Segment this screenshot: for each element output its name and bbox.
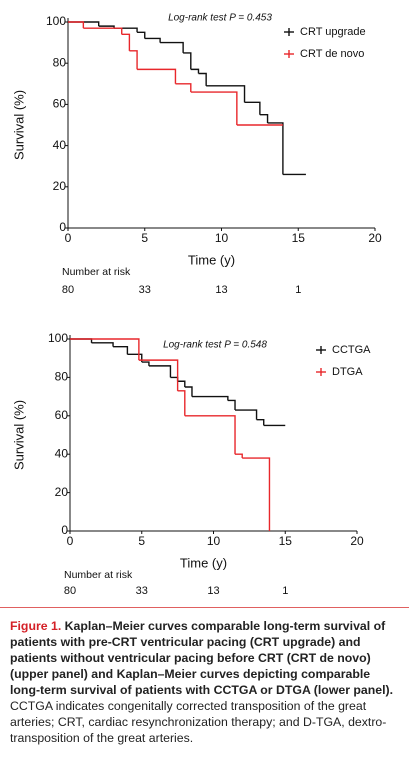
y-axis-label: Survival (%) [11,90,26,160]
y-tick-label: 100 [46,14,66,28]
y-tick-label: 60 [53,97,67,111]
y-tick-label: 60 [55,408,69,422]
risk-value: 1 [295,284,301,296]
survival-step [68,21,85,29]
survival-step [184,415,236,455]
risk-value: 13 [215,284,227,296]
annotation: Log-rank test P = 0.548 [163,340,267,351]
y-tick-label: 0 [61,523,68,537]
x-tick-label: 20 [350,534,364,548]
x-tick-label: 10 [207,534,221,548]
survival-step [206,85,246,103]
y-tick-label: 0 [59,220,66,234]
risk-value: 1 [282,585,288,597]
x-tick-label: 0 [67,534,74,548]
survival-step [160,41,184,53]
legend-label: CRT upgrade [300,26,366,38]
y-tick-label: 40 [55,446,69,460]
survival-step [175,83,192,93]
survival-step [259,114,269,123]
survival-step [244,101,261,115]
legend-label: DTGA [332,366,363,378]
survival-step [177,380,186,387]
survival-step [242,457,271,531]
survival-step [129,50,138,70]
separator [0,607,409,608]
y-tick-label: 40 [53,138,67,152]
legend-label: CRT de novo [300,48,364,60]
survival-step [148,365,172,378]
survival-step [170,376,179,382]
risk-value: 13 [207,585,219,597]
caption-note: CCTGA indicates congenitally corrected t… [10,699,387,745]
x-tick-label: 15 [279,534,293,548]
y-tick-label: 20 [55,485,69,499]
survival-step [70,338,140,361]
risk-label: Number at risk [62,266,131,278]
survival-step [91,342,114,347]
survival-step [137,68,177,84]
x-axis-label: Time (y) [188,252,235,267]
survival-step [190,91,238,125]
survival-step [190,68,200,74]
y-tick-label: 80 [53,55,67,69]
survival-step [127,353,143,363]
survival-step [144,37,161,43]
risk-value: 33 [136,585,148,597]
y-tick-label: 100 [48,331,68,345]
survival-step [184,386,193,397]
risk-value: 80 [64,585,76,597]
annotation: Log-rank test P = 0.453 [168,13,272,24]
risk-value: 33 [139,284,151,296]
survival-step [177,390,186,416]
y-axis-label: Survival (%) [11,400,26,470]
caption-title: Kaplan–Meier curves comparable long-term… [10,619,394,697]
survival-step [191,395,229,401]
survival-step [198,72,207,86]
survival-step [267,122,284,175]
survival-step [235,409,258,420]
caption-label: Figure 1. [10,619,62,633]
survival-step [235,453,243,459]
x-tick-label: 15 [292,231,306,245]
risk-value: 80 [62,284,74,296]
survival-step [121,33,131,51]
survival-step [138,359,179,391]
legend-label: CCTGA [332,344,371,356]
x-tick-label: 0 [65,231,72,245]
survival-step [183,52,192,70]
caption: Figure 1. Kaplan–Meier curves comparable… [10,618,398,746]
y-tick-label: 20 [53,179,67,193]
y-tick-label: 80 [55,370,69,384]
survival-step [141,361,150,366]
survival-step [256,418,265,426]
survival-step [83,27,123,35]
x-axis-label: Time (y) [180,555,227,570]
x-tick-label: 10 [215,231,229,245]
x-tick-label: 20 [368,231,382,245]
survival-step [137,31,146,39]
survival-step [113,345,129,355]
risk-label: Number at risk [64,569,133,581]
x-tick-label: 5 [141,231,148,245]
survival-step [227,399,236,411]
x-tick-label: 5 [138,534,145,548]
